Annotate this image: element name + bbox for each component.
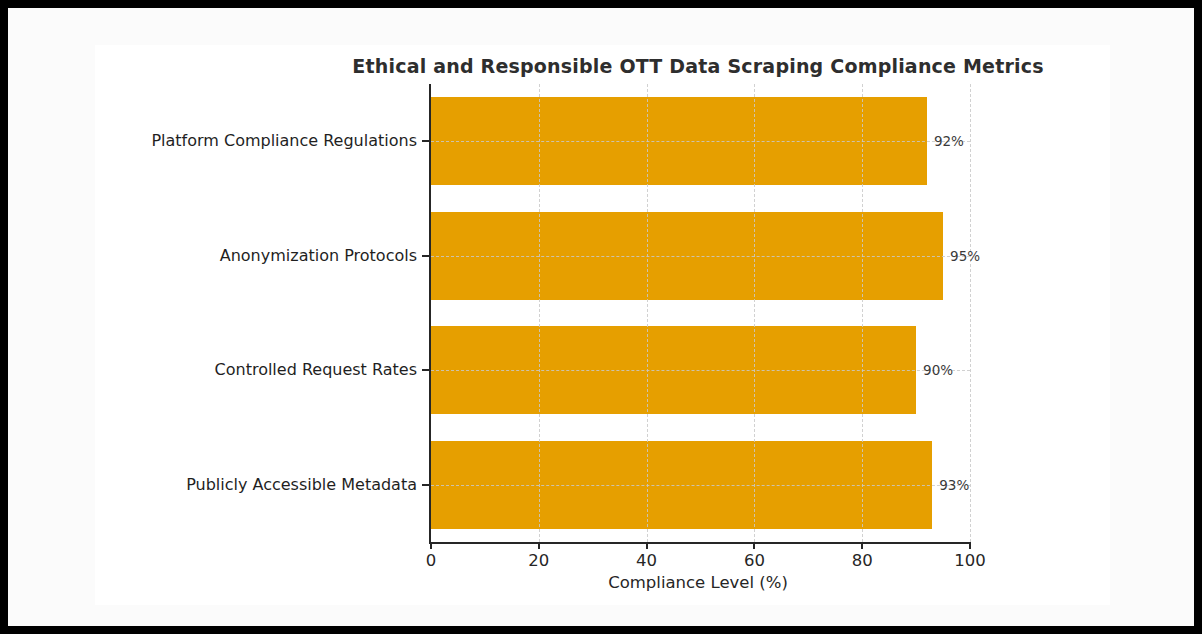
x-tick-label: 80 (852, 551, 873, 570)
x-tick-label: 20 (528, 551, 549, 570)
x-tick-label: 40 (636, 551, 657, 570)
x-axis-tick (753, 542, 755, 549)
plot-area: 02040608010092%95%90%93% (429, 84, 970, 544)
x-axis-tick (430, 542, 432, 549)
gridline-horizontal (431, 141, 970, 142)
y-axis-category-label: Anonymization Protocols (95, 245, 417, 267)
y-axis-category-label: Publicly Accessible Metadata (95, 474, 417, 496)
bar-value-label: 92% (934, 132, 964, 150)
gridline-horizontal (431, 370, 970, 371)
chart-figure: Ethical and Responsible OTT Data Scrapin… (95, 45, 1110, 605)
gridline-vertical (862, 84, 863, 542)
gridline-horizontal (431, 485, 970, 486)
y-axis-tick (422, 369, 429, 371)
gridline-horizontal (431, 256, 970, 257)
gridline-vertical (970, 84, 971, 542)
x-axis-label: Compliance Level (%) (608, 573, 788, 592)
y-axis-tick (422, 140, 429, 142)
y-axis-tick (422, 484, 429, 486)
bar-value-label: 90% (923, 361, 953, 379)
y-axis-category-label: Platform Compliance Regulations (95, 130, 417, 152)
bar-value-label: 93% (939, 476, 969, 494)
bar-value-label: 95% (950, 247, 980, 265)
x-tick-label: 60 (744, 551, 765, 570)
x-axis-tick (969, 542, 971, 549)
x-axis-tick (646, 542, 648, 549)
page-background: Ethical and Responsible OTT Data Scrapin… (8, 8, 1194, 626)
x-tick-label: 100 (954, 551, 986, 570)
gridline-vertical (754, 84, 755, 542)
x-tick-label: 0 (426, 551, 437, 570)
x-axis-tick (861, 542, 863, 549)
y-axis-category-label: Controlled Request Rates (95, 359, 417, 381)
gridline-vertical (647, 84, 648, 542)
chart-title: Ethical and Responsible OTT Data Scrapin… (352, 55, 1043, 77)
gridline-vertical (539, 84, 540, 542)
y-axis-tick (422, 255, 429, 257)
x-axis-tick (538, 542, 540, 549)
